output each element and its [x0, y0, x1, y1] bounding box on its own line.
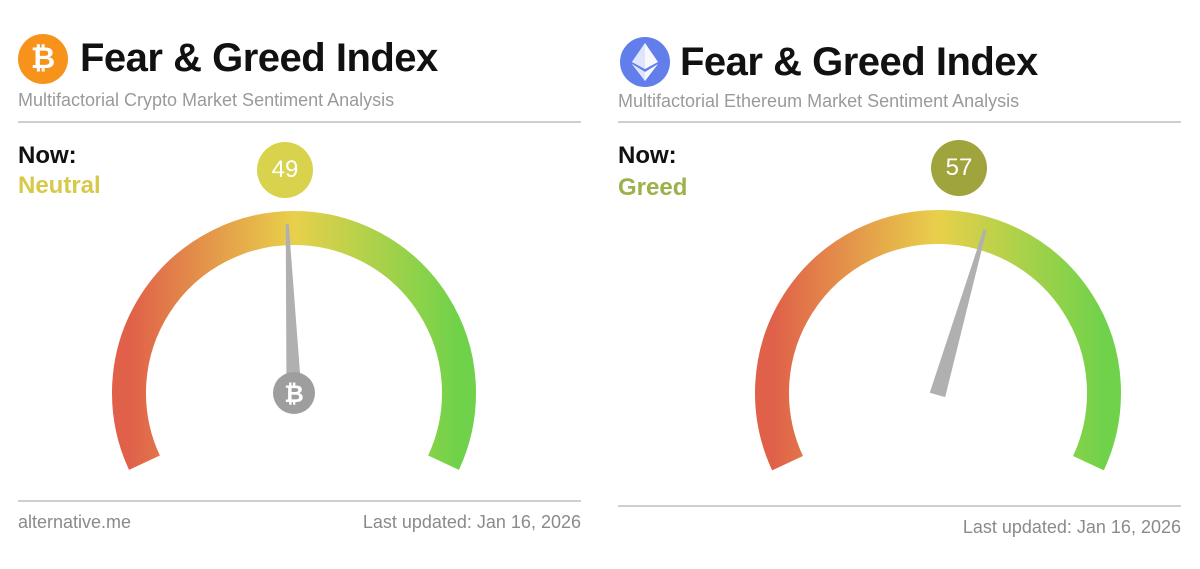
last-updated: Last updated: Jan 16, 2026 [962, 517, 1181, 537]
page-subtitle: Multifactorial Crypto Market Sentiment A… [18, 90, 395, 110]
sentiment-gauge [755, 210, 1121, 471]
bitcoin-hub-icon: ₿ [284, 380, 304, 408]
btc-fear-greed-panel: ₿ Fear & Greed Index Multifactorial Cryp… [18, 0, 583, 569]
gauge-arc [112, 211, 476, 470]
last-updated: Last updated: Jan 16, 2026 [362, 512, 581, 532]
sentiment-gauge: ₿ [112, 211, 476, 470]
page-subtitle: Multifactorial Ethereum Market Sentiment… [618, 91, 1020, 111]
eth-fear-greed-panel: Fear & Greed Index Multifactorial Ethere… [618, 0, 1183, 569]
gauge-needle [285, 224, 303, 408]
bitcoin-icon: ₿ [18, 34, 68, 84]
sentiment-label: Greed [618, 174, 688, 201]
index-value-badge: 57 [931, 140, 987, 196]
divider [618, 121, 1181, 123]
gauge-needle [929, 229, 987, 398]
bitcoin-logo-glyph: ₿ [30, 42, 56, 75]
now-label: Now: [18, 142, 77, 169]
source-link[interactable]: alternative.me [18, 512, 132, 532]
page-title: Fear & Greed Index [80, 36, 438, 80]
gauge-arc [755, 210, 1121, 471]
now-label: Now: [618, 142, 677, 169]
divider [618, 505, 1181, 507]
gauge-hub [273, 372, 315, 414]
index-value-badge: 49 [257, 142, 313, 198]
ethereum-icon [620, 37, 670, 87]
ethereum-diamond [632, 43, 658, 81]
sentiment-label: Neutral [18, 172, 101, 199]
page-title: Fear & Greed Index [680, 40, 1038, 84]
divider [18, 500, 581, 502]
divider [18, 121, 581, 123]
